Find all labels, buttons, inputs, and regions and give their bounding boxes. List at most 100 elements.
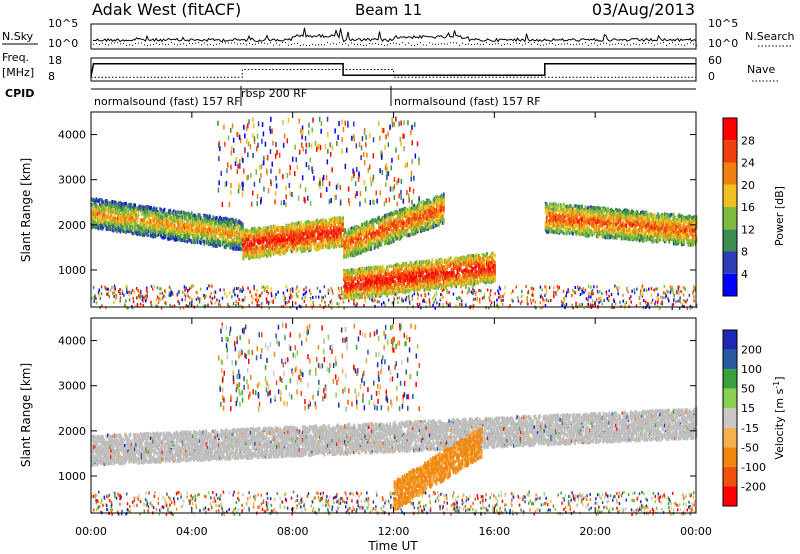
sky-label: N.Sky bbox=[2, 30, 34, 43]
search-noise-point bbox=[606, 43, 607, 44]
speckle-cell bbox=[461, 303, 463, 306]
speckle-cell bbox=[504, 286, 506, 289]
sparse-cell bbox=[305, 187, 307, 192]
speckle-cell bbox=[169, 304, 171, 307]
search-noise-point bbox=[657, 44, 658, 45]
speckle-cell bbox=[323, 296, 325, 299]
echo-cell bbox=[374, 227, 376, 231]
speckle-cell bbox=[137, 296, 139, 299]
speckle-cell bbox=[405, 285, 407, 288]
search-noise-point bbox=[630, 44, 631, 45]
echo-cell bbox=[342, 226, 344, 230]
sparse-cell bbox=[298, 196, 300, 201]
speckle-cell bbox=[331, 287, 333, 290]
speckle-cell bbox=[670, 288, 672, 291]
search-noise-point bbox=[285, 42, 286, 43]
search-noise-point bbox=[594, 43, 595, 44]
speckle-cell bbox=[181, 298, 183, 301]
speckle-cell bbox=[531, 294, 533, 297]
sparse-cell bbox=[266, 169, 268, 174]
sparse-cell bbox=[243, 182, 245, 187]
speckle-cell bbox=[436, 301, 438, 304]
sparse-cell bbox=[275, 176, 277, 181]
speckle-cell bbox=[122, 292, 124, 295]
speckle-cell bbox=[679, 296, 681, 299]
speckle-cell bbox=[101, 285, 103, 288]
speckle-cell bbox=[651, 287, 653, 290]
speckle-cell bbox=[212, 297, 214, 300]
sparse-cell bbox=[338, 121, 340, 126]
sparse-cell bbox=[403, 199, 405, 204]
speckle-cell bbox=[622, 294, 624, 297]
speckle-cell bbox=[210, 292, 212, 295]
sparse-cell bbox=[263, 187, 265, 192]
speckle-cell bbox=[305, 296, 307, 299]
echo-cell bbox=[209, 228, 211, 232]
sparse-cell bbox=[263, 131, 265, 136]
search-noise-point bbox=[492, 44, 493, 45]
search-noise-point bbox=[99, 44, 100, 45]
speckle-cell bbox=[259, 294, 261, 297]
sparse-cell bbox=[386, 171, 388, 176]
speckle-cell bbox=[471, 291, 473, 294]
speckle-cell bbox=[99, 289, 101, 292]
search-noise-point bbox=[375, 43, 376, 44]
speckle-cell bbox=[325, 295, 327, 298]
sparse-cell bbox=[394, 184, 396, 189]
speckle-cell bbox=[408, 297, 410, 300]
sparse-cell bbox=[305, 149, 307, 154]
sparse-cell bbox=[230, 165, 232, 170]
sparse-cell bbox=[274, 199, 276, 204]
sparse-cell bbox=[320, 193, 322, 198]
search-noise-point bbox=[198, 42, 199, 43]
speckle-cell bbox=[270, 300, 272, 303]
speckle-cell bbox=[108, 292, 110, 295]
sparse-cell bbox=[302, 147, 304, 152]
speckle-cell bbox=[270, 287, 272, 290]
search-noise-point bbox=[477, 43, 478, 44]
speckle-cell bbox=[535, 301, 537, 304]
search-noise-point bbox=[342, 44, 343, 45]
speckle-cell bbox=[283, 292, 285, 295]
search-noise-point bbox=[633, 43, 634, 44]
speckle-cell bbox=[315, 296, 317, 299]
echo-cell bbox=[134, 203, 136, 207]
search-noise-point bbox=[483, 44, 484, 45]
echo-cell bbox=[149, 214, 151, 218]
speckle-cell bbox=[546, 298, 548, 301]
search-noise-point bbox=[399, 44, 400, 45]
sparse-cell bbox=[281, 200, 283, 205]
sparse-cell bbox=[236, 157, 238, 162]
sparse-cell bbox=[308, 165, 310, 170]
speckle-cell bbox=[190, 286, 192, 289]
freq-unit: [MHz] bbox=[2, 66, 34, 79]
speckle-cell bbox=[623, 300, 625, 303]
speckle-cell bbox=[129, 298, 131, 301]
speckle-cell bbox=[114, 287, 116, 290]
search-noise-point bbox=[624, 45, 625, 46]
speckle-cell bbox=[521, 300, 523, 303]
sparse-cell bbox=[243, 169, 245, 174]
echo-cell bbox=[169, 209, 171, 213]
echo-cell bbox=[310, 244, 312, 248]
sparse-cell bbox=[272, 141, 274, 146]
speckle-cell bbox=[480, 289, 482, 292]
speckle-cell bbox=[585, 289, 587, 292]
speckle-cell bbox=[653, 289, 655, 292]
sparse-cell bbox=[398, 122, 400, 127]
sparse-cell bbox=[379, 168, 381, 173]
sparse-cell bbox=[330, 198, 332, 203]
search-noise-point bbox=[363, 45, 364, 46]
search-noise-point bbox=[177, 44, 178, 45]
echo-cell bbox=[125, 202, 127, 206]
speckle-cell bbox=[591, 290, 593, 293]
speckle-cell bbox=[150, 301, 152, 304]
speckle-cell bbox=[287, 301, 289, 304]
speckle-cell bbox=[249, 290, 251, 293]
echo-cell bbox=[124, 228, 126, 232]
sparse-cell bbox=[286, 194, 288, 199]
search-noise-point bbox=[255, 44, 256, 45]
speckle-cell bbox=[502, 303, 504, 306]
speckle-cell bbox=[587, 299, 589, 302]
speckle-cell bbox=[473, 298, 475, 301]
